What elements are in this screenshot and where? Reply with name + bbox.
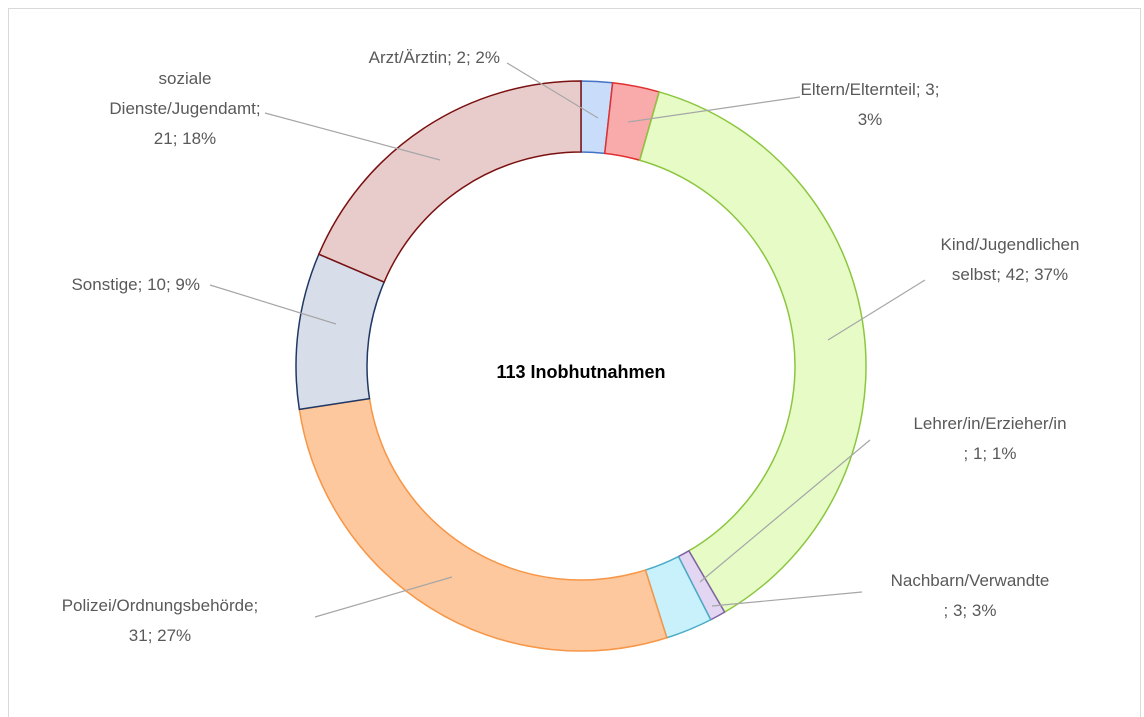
data-label: soziale Dienste/Jugendamt; 21; 18% — [109, 69, 260, 148]
leader-line — [264, 112, 441, 161]
leader-line — [314, 576, 453, 618]
data-label-line: 31; 27% — [129, 626, 191, 645]
data-label-line: Dienste/Jugendamt; — [109, 99, 260, 118]
center-label: 113 Inobhutnahmen — [496, 362, 665, 382]
data-label-line: Lehrer/in/Erzieher/in — [913, 414, 1066, 433]
data-label-line: 3% — [858, 110, 883, 129]
data-label-line: ; 1; 1% — [964, 444, 1017, 463]
leader-line — [627, 96, 801, 123]
leader-line — [711, 591, 863, 607]
data-label-line: 21; 18% — [154, 129, 216, 148]
data-label: Eltern/Elternteil; 3; 3% — [801, 80, 940, 129]
data-label-line: Arzt/Ärztin; 2; 2% — [369, 48, 500, 67]
data-label-line: selbst; 42; 37% — [952, 265, 1068, 284]
data-label-line: Sonstige; 10; 9% — [71, 275, 200, 294]
data-label-line: Eltern/Elternteil; 3; — [801, 80, 940, 99]
donut-slice — [317, 80, 582, 284]
data-label-line: Nachbarn/Verwandte — [891, 571, 1050, 590]
data-label: Kind/Jugendlichen selbst; 42; 37% — [941, 235, 1080, 284]
data-label-line: ; 3; 3% — [944, 601, 997, 620]
donut-slice — [638, 91, 867, 614]
leader-line — [506, 62, 599, 119]
data-label: Lehrer/in/Erzieher/in ; 1; 1% — [913, 414, 1066, 463]
data-label-line: Polizei/Ordnungsbehörde; — [62, 596, 259, 615]
data-label: Nachbarn/Verwandte ; 3; 3% — [891, 571, 1050, 620]
leader-line — [209, 284, 337, 325]
data-label-line: soziale — [159, 69, 212, 88]
data-label: Arzt/Ärztin; 2; 2% — [369, 48, 500, 67]
leader-line — [827, 279, 926, 341]
data-label-line: Kind/Jugendlichen — [941, 235, 1080, 254]
data-label: Sonstige; 10; 9% — [71, 275, 200, 294]
data-label: Polizei/Ordnungsbehörde; 31; 27% — [62, 596, 259, 645]
leader-line — [699, 439, 871, 583]
